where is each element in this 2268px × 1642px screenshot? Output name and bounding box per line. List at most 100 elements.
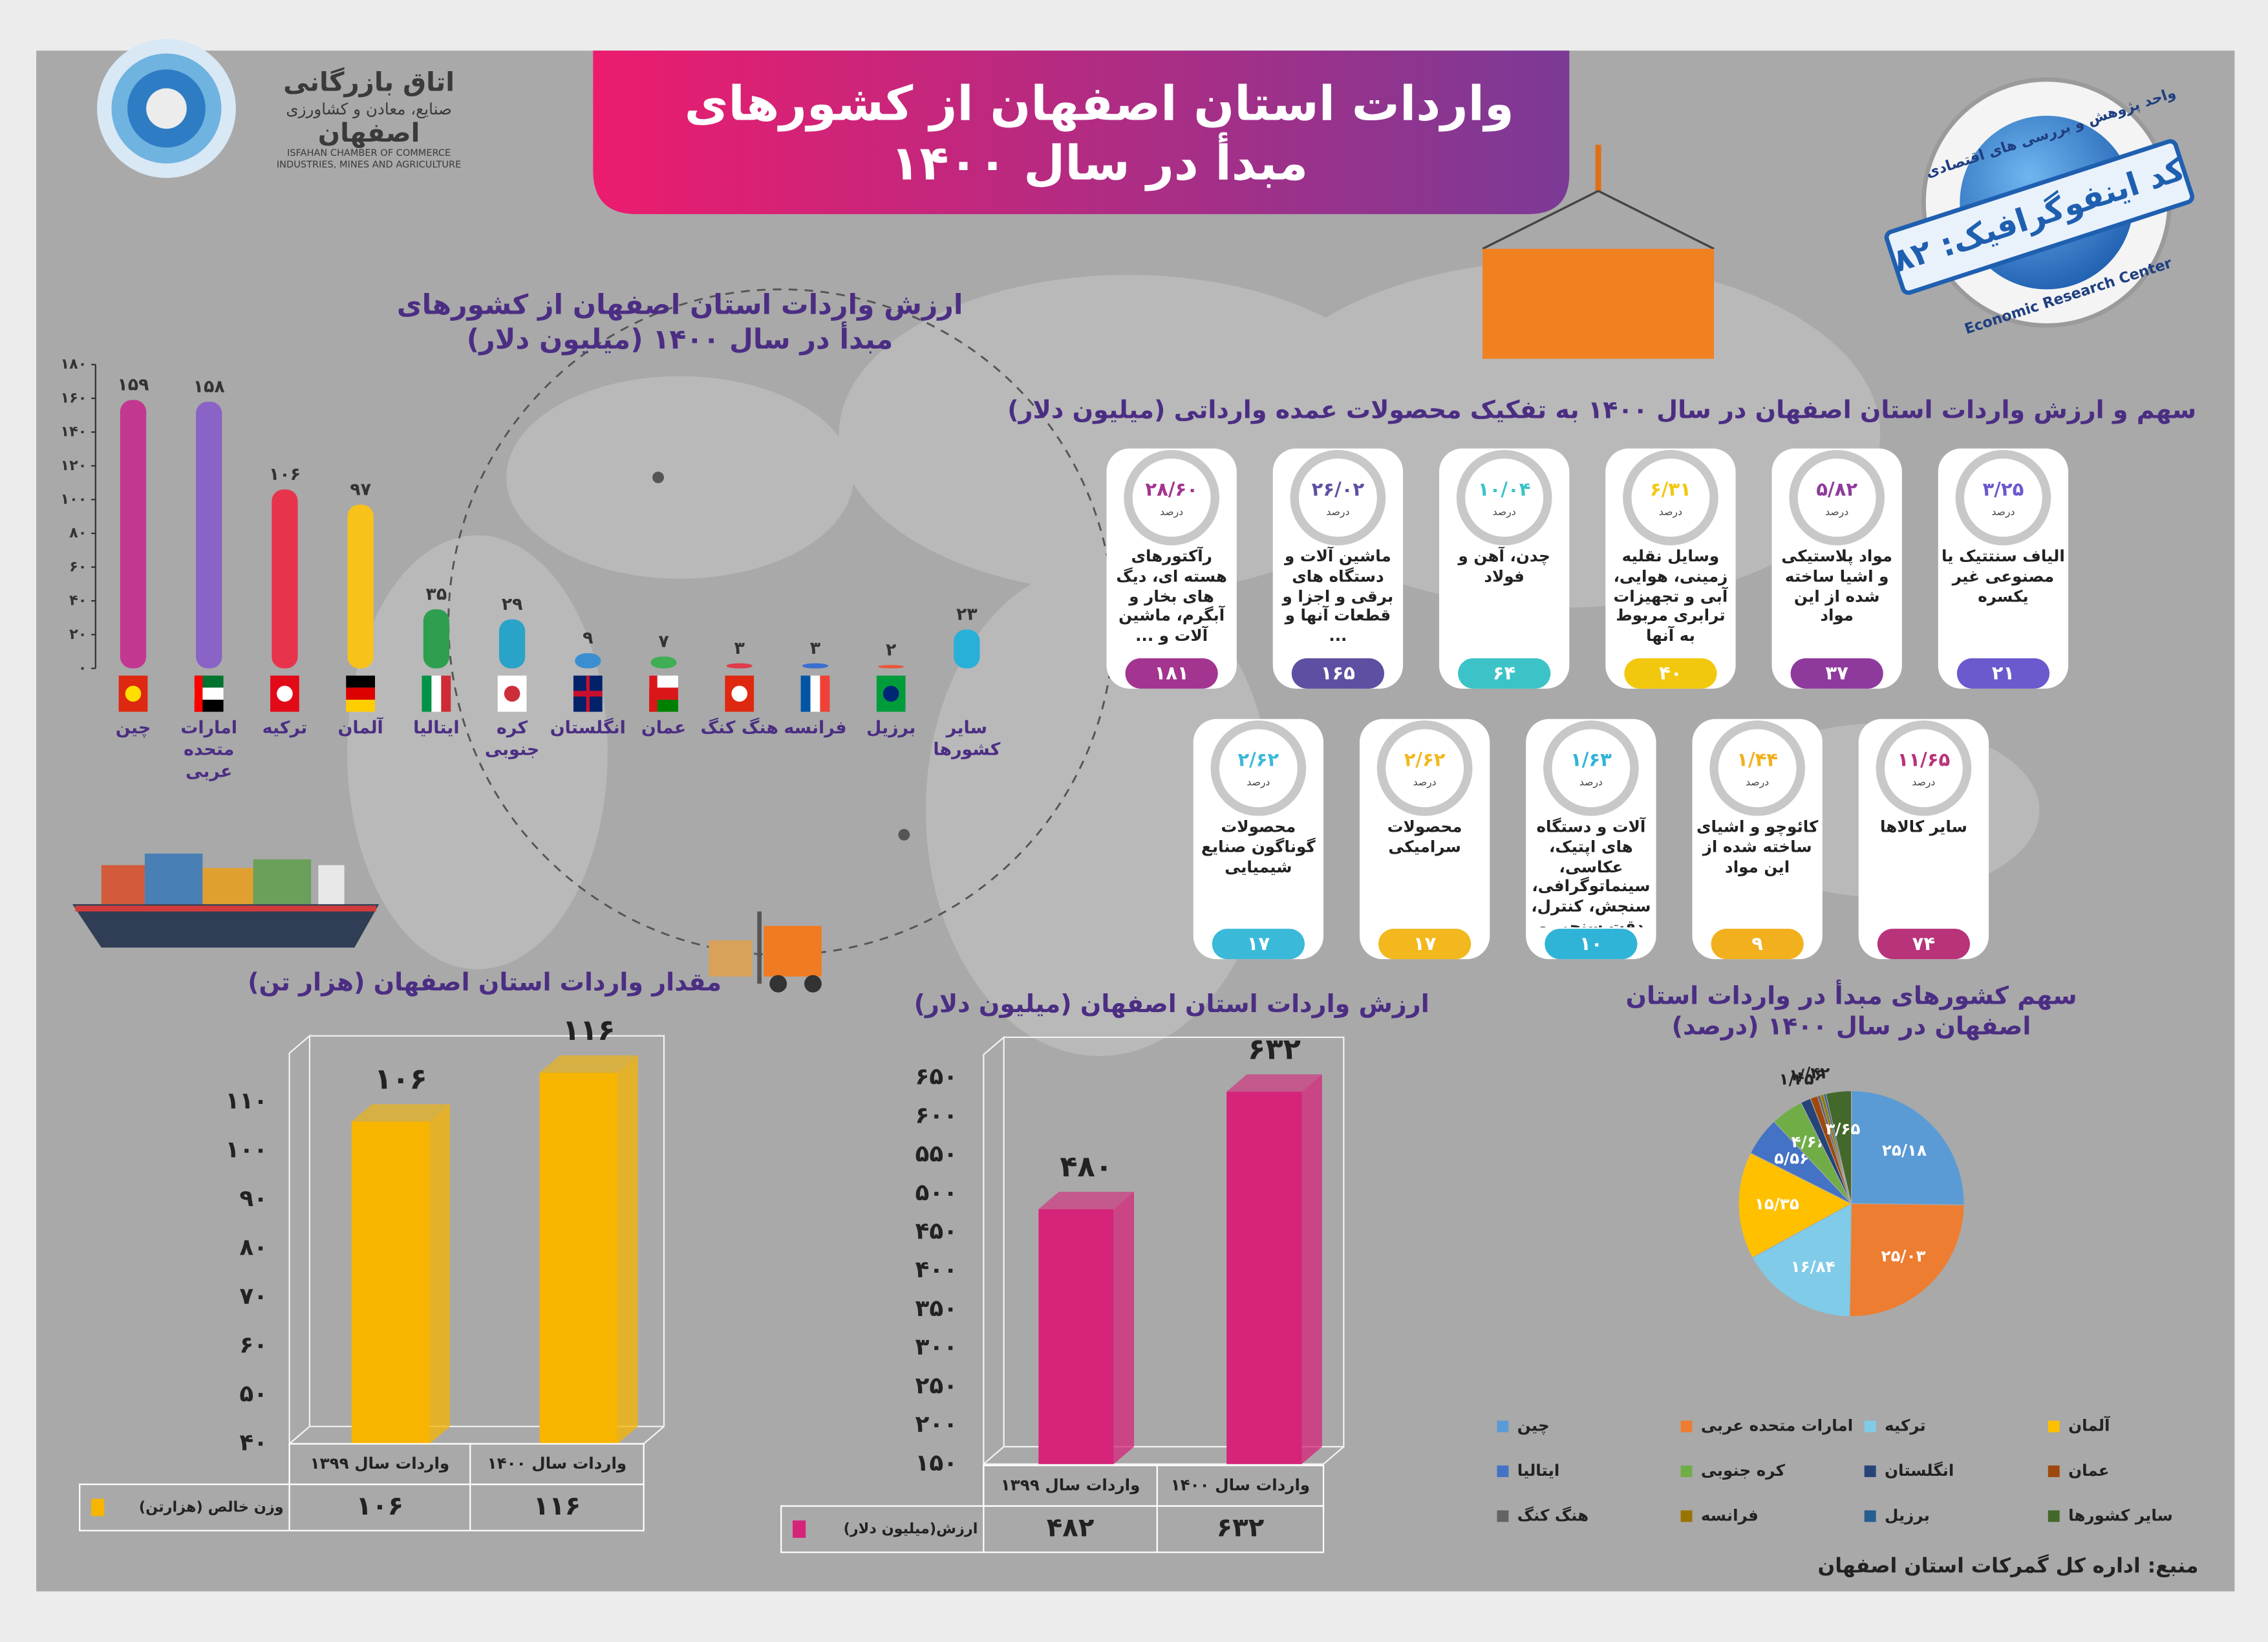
x-tick-label-box: فرانسه — [784, 718, 846, 738]
flag-stripe — [441, 675, 451, 712]
product-value: ۲۱ — [1992, 662, 2015, 684]
value-label: ۱۱۶ — [562, 1013, 615, 1047]
y-tick-label: ۶۰ — [239, 1332, 268, 1359]
product-value-pill — [1877, 929, 1970, 960]
flag-emblem — [277, 686, 293, 702]
legend-label: ترکیه — [1885, 1416, 1926, 1435]
value-label: ۲۳ — [956, 605, 978, 625]
slice-label: ۲۵/۱۸ — [1882, 1141, 1927, 1160]
product-label: ماشین آلات و دستگاه های برقی و اجزا و قط… — [1282, 546, 1394, 645]
chart-title-box: ارزش واردات استان اصفهان از کشورهای مبدأ… — [397, 290, 963, 356]
product-label: محصولات سرامیکی — [1387, 817, 1462, 856]
bar — [539, 1072, 618, 1444]
percent-unit: درصد — [1579, 776, 1603, 789]
bar — [120, 400, 147, 669]
legend-label: هنگ کنگ — [1517, 1506, 1589, 1524]
legend-swatch — [2048, 1465, 2060, 1477]
y-tick-label: ۴۰۰ — [915, 1257, 958, 1283]
bar — [423, 609, 450, 669]
product-ring — [1456, 449, 1552, 546]
flag-emblem — [504, 686, 520, 702]
product-label: محصولات گوناگون صنایع شیمیایی — [1201, 817, 1316, 876]
value-label: ۱۵۹ — [117, 375, 149, 395]
flag-stripe — [422, 675, 432, 712]
section-title: سهم و ارزش واردات استان اصفهان در سال ۱۴… — [1007, 396, 2197, 426]
flag-stripe — [820, 675, 830, 712]
ship — [72, 853, 380, 948]
wheel — [769, 975, 787, 993]
table-header: واردات سال ۱۴۰۰ — [487, 1454, 627, 1473]
table-row-label: ارزش(میلیون دلار) — [844, 1520, 978, 1537]
percent-unit: درصد — [1246, 776, 1270, 789]
legend-swatch — [2048, 1420, 2060, 1432]
value-label: ۹ — [583, 628, 593, 648]
org-name: اتاق بازرگانی — [283, 67, 455, 98]
flag-stripe — [431, 675, 442, 712]
x-tick-label: عمان — [641, 717, 687, 738]
badge — [1884, 77, 2194, 328]
slice-label: ۰/۴۲ — [1795, 1064, 1830, 1083]
x-tick-label: سایر کشورها — [933, 717, 1001, 760]
product-ring — [1709, 720, 1805, 816]
value-label: ۶۳۲ — [1248, 1032, 1301, 1066]
x-tick-label: ترکیه — [262, 717, 308, 738]
y-tick-label: ۱۰۰ — [226, 1137, 268, 1163]
y-tick-label: ۲۵۰ — [915, 1372, 958, 1399]
flag-stripe — [346, 687, 376, 700]
product-label-box: محصولات گوناگون صنایع شیمیایی — [1201, 817, 1316, 876]
product-percent: ۵/۸۲ — [1816, 478, 1857, 500]
legend-swatch — [793, 1520, 806, 1538]
x-tick-label-box: چین — [116, 718, 151, 738]
legend-swatch — [91, 1498, 105, 1517]
y-tick-label: ۴۰ — [239, 1430, 268, 1456]
flag-stripe — [346, 675, 376, 688]
flag-emblem — [883, 686, 899, 702]
x-tick-label-box: کره جنوبی — [485, 718, 539, 760]
pie-slice — [1850, 1090, 1965, 1205]
percent-unit: درصد — [1493, 505, 1516, 518]
product-ring — [1955, 449, 2051, 546]
x-tick-label-box: آلمان — [337, 718, 383, 738]
percent-unit: درصد — [1413, 776, 1437, 789]
value-label: ۷ — [658, 631, 669, 651]
legend-label: آلمان — [2068, 1416, 2110, 1435]
pie-slice — [1825, 1090, 1852, 1204]
product-percent: ۱۱/۶۵ — [1898, 749, 1951, 771]
table-header: واردات سال ۱۳۹۹ — [1001, 1475, 1140, 1495]
route-dot — [652, 471, 664, 484]
table-row — [79, 1484, 645, 1531]
product-label: کائوچو و اشیای ساخته شده از این مواد — [1696, 817, 1819, 876]
bar-side — [1113, 1191, 1134, 1464]
title-banner — [593, 50, 1570, 215]
value-label: ۳ — [810, 638, 821, 658]
value-label: ۳۵ — [425, 584, 447, 604]
flag-emblem — [125, 686, 142, 702]
y-tick-label: ۲۰ — [69, 626, 87, 643]
product-value: ۳۷ — [1825, 662, 1848, 684]
y-tick-label: ۴۰ — [69, 592, 87, 609]
legend-swatch — [1864, 1510, 1876, 1522]
y-tick-label: ۶۰ — [69, 558, 87, 575]
source: منبع: اداره کل گمرکات استان اصفهان — [1818, 1554, 2199, 1578]
legend-label: انگلستان — [1885, 1461, 1954, 1480]
x-tick-label-box: انگلستان — [550, 718, 626, 738]
product-label-box: رآکتورهای هسته ای، دیگ های بخار و آبگرم،… — [1116, 547, 1227, 645]
product-value: ۱۶۵ — [1321, 662, 1355, 684]
table-header: واردات سال ۱۴۰۰ — [1171, 1475, 1311, 1495]
value-label: ۲۹ — [502, 594, 523, 614]
bar-top — [539, 1055, 638, 1073]
product-value: ۱۰ — [1579, 933, 1602, 955]
y-tick-label: ۱۸۰ — [60, 356, 87, 373]
product-label-box: وسایل نقلیه زمینی، هوایی، آبی و تجهیزات … — [1614, 547, 1728, 645]
crane-container — [1482, 144, 1715, 359]
flag-stripe — [586, 675, 590, 712]
y-tick-label: ۱۴۰ — [60, 424, 87, 440]
product-percent: ۱/۶۳ — [1570, 749, 1612, 771]
product-value: ۶۴ — [1493, 662, 1516, 684]
product-percent: ۲/۶۲ — [1237, 749, 1279, 771]
bar — [351, 1121, 430, 1444]
product-label: سایر کالاها — [1880, 817, 1967, 836]
pie-slice — [1738, 1152, 1852, 1259]
bar — [954, 629, 980, 669]
